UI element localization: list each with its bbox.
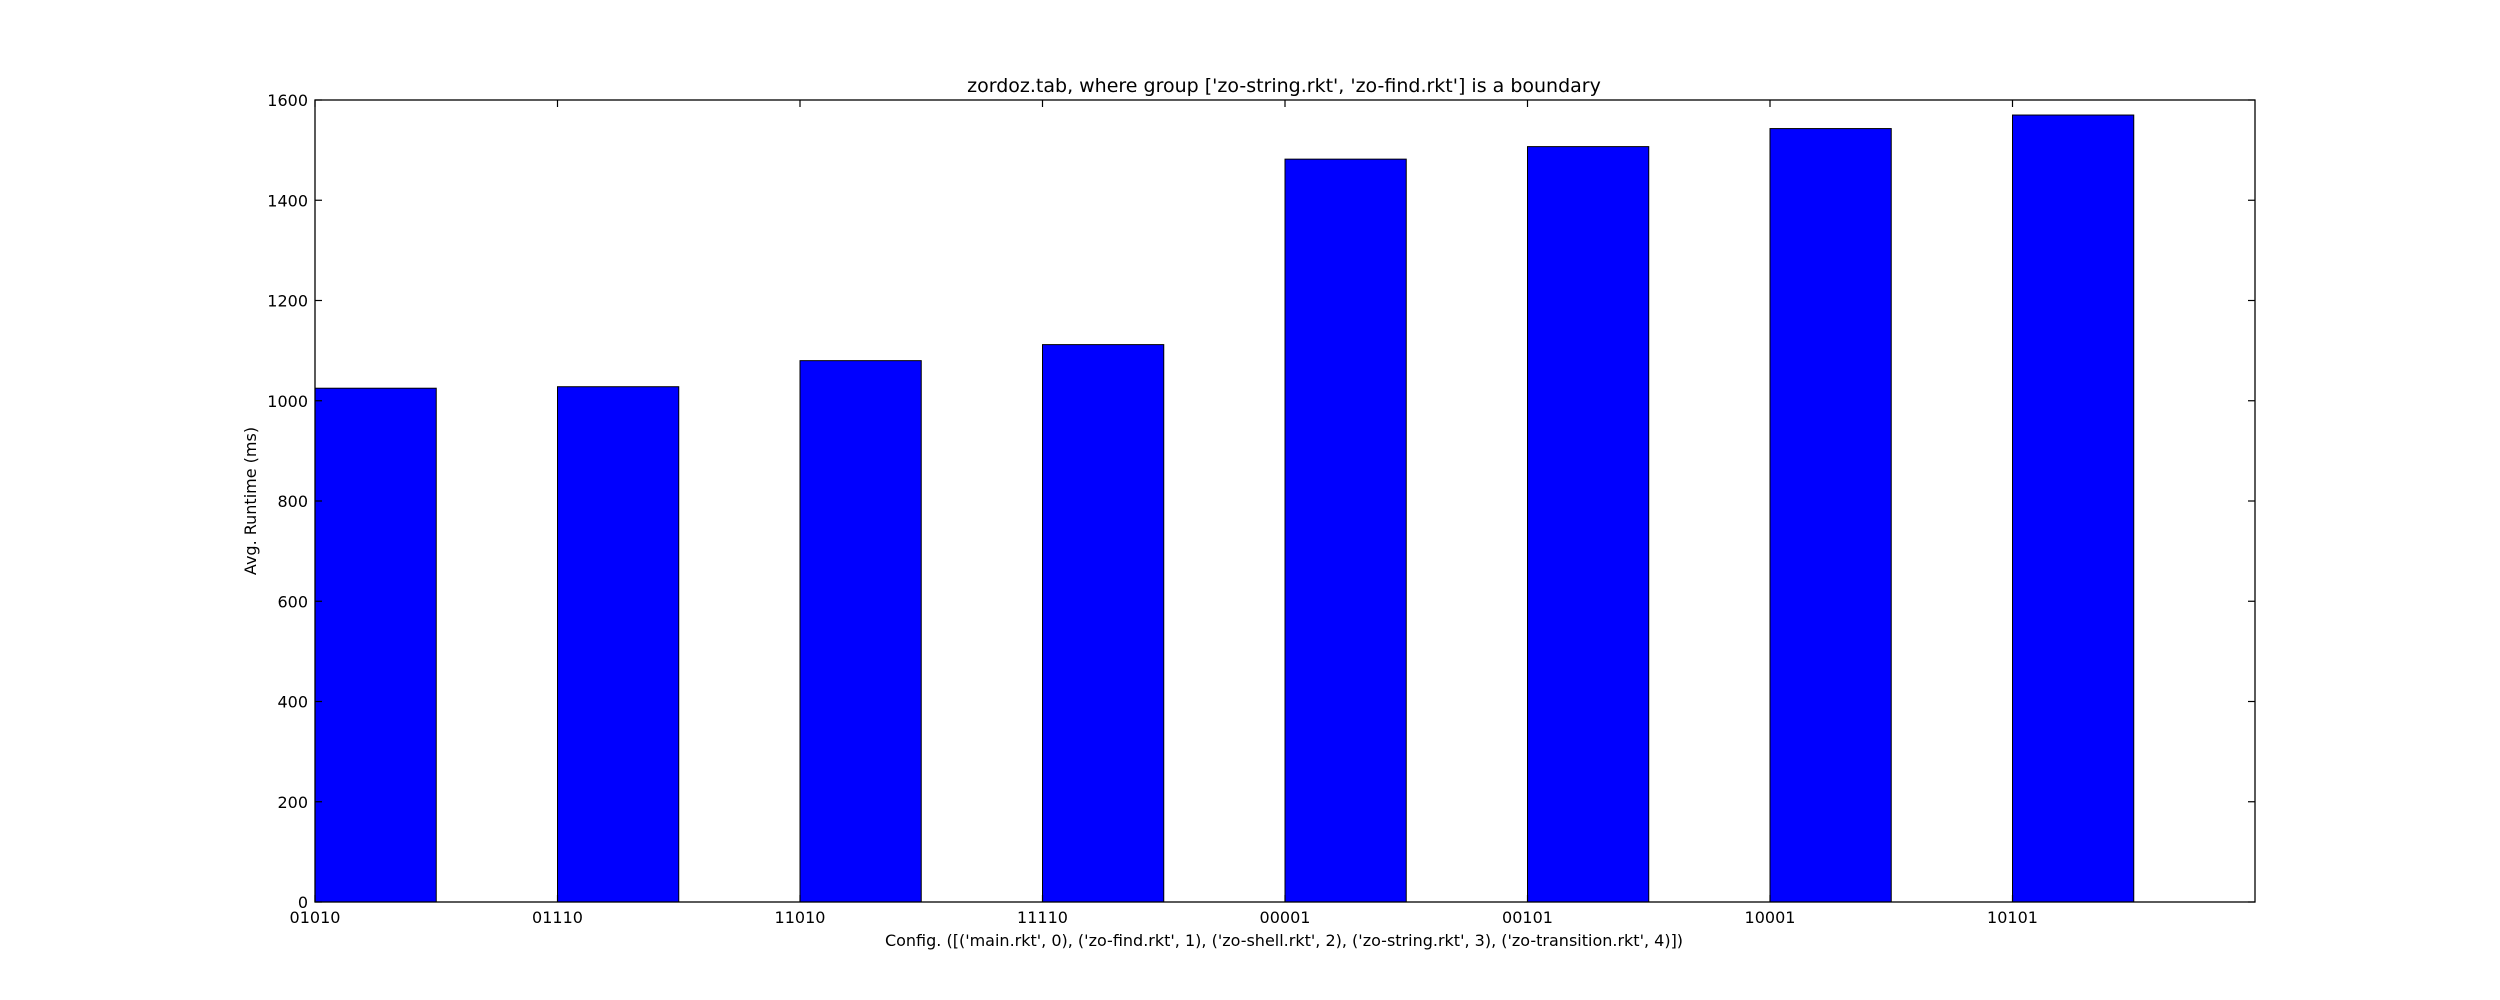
y-axis-label: Avg. Runtime (ms) [241,427,260,575]
y-tick-label: 1400 [267,191,308,210]
bar-00101 [1527,146,1650,903]
y-tick-label: 800 [277,492,308,511]
bar-01110 [557,386,680,903]
bar-00001 [1284,158,1407,903]
chart-title: zordoz.tab, where group ['zo-string.rkt'… [967,75,1601,97]
y-tick-label: 1600 [267,91,308,110]
y-tick-label: 600 [277,592,308,611]
y-tick-label: 1200 [267,292,308,311]
x-tick-label: 00101 [1502,908,1553,927]
x-tick-label: 01110 [532,908,583,927]
tick-labels-group: 01010 01110 11010 11110 00001 00101 10001 10101… [267,91,2038,927]
x-tick-label: 11010 [775,908,826,927]
x-tick-label: 00001 [1260,908,1311,927]
bar-11110 [1042,344,1165,903]
y-tick-label: 400 [277,693,308,712]
y-tick-label: 200 [277,793,308,812]
x-tick-label: 10101 [1987,908,2038,927]
y-tick-label: 1000 [267,392,308,411]
bar-01010 [314,387,437,903]
x-axis-label: Config. ([('main.rkt', 0), ('zo-find.rkt… [885,931,1683,950]
x-tick-label: 01010 [290,908,341,927]
bar-11010 [799,360,922,903]
ticks-group [314,99,2255,903]
y-tick-label: 0 [298,893,308,912]
bar-10001 [1769,128,1892,903]
x-tick-label: 11110 [1017,908,1068,927]
bar-10101 [2012,114,2135,903]
x-tick-label: 10001 [1745,908,1796,927]
bars-group [314,114,2135,903]
